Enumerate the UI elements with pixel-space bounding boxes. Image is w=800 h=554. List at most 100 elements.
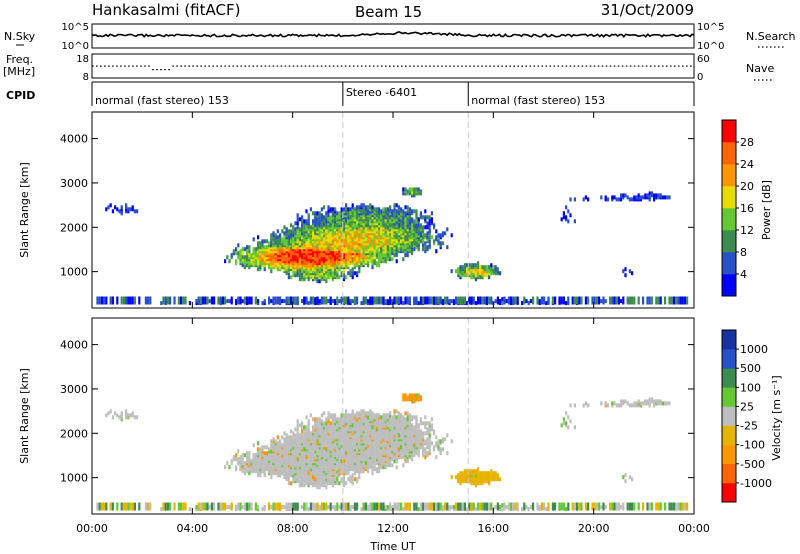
power-cell [349, 207, 352, 212]
power-cell [600, 195, 603, 200]
freq-point [645, 65, 648, 67]
power-colorbar-cell [722, 252, 736, 275]
freq-point [100, 65, 102, 67]
power-cell [604, 299, 607, 304]
freq-tick-bottom: 8 [83, 72, 89, 83]
power-cell [347, 271, 350, 276]
power-cell [452, 299, 455, 304]
power-cell [248, 265, 251, 270]
power-cell [397, 205, 400, 210]
power-cell [120, 205, 123, 210]
freq-point [116, 65, 118, 67]
velocity-cell [411, 393, 414, 398]
freq-point [441, 65, 443, 67]
power-cell [424, 215, 427, 220]
power-cell [382, 207, 385, 212]
velocity-cell [246, 469, 249, 474]
power-cell [329, 296, 332, 305]
velocity-cell [408, 502, 411, 511]
velocity-cell [296, 435, 299, 440]
velocity-cell [303, 502, 306, 511]
power-cell [406, 209, 409, 214]
power-cell [389, 253, 392, 258]
freq-point [232, 65, 235, 67]
velocity-cell [298, 479, 301, 484]
power-cell [468, 296, 471, 305]
power-cell [562, 215, 565, 220]
power-cell [351, 203, 354, 208]
power-cell [129, 296, 132, 305]
power-cell [296, 233, 299, 238]
freq-point [180, 65, 182, 67]
velocity-cell [307, 507, 310, 512]
nave-tick-bottom: 0 [697, 72, 703, 83]
velocity-cell [133, 415, 136, 420]
power-cell [265, 253, 268, 258]
velocity-cell [404, 417, 407, 422]
power-cell [257, 241, 260, 246]
power-cell [620, 197, 623, 202]
power-cell [118, 209, 121, 214]
power-cell [639, 195, 642, 200]
velocity-cell [413, 453, 416, 458]
freq-point [413, 65, 415, 67]
power-cell [397, 296, 400, 305]
velocity-cell [314, 503, 317, 508]
velocity-cell [276, 435, 279, 440]
power-cell [490, 296, 493, 305]
velocity-cell [316, 427, 319, 432]
power-cell [560, 296, 563, 305]
power-cell [305, 253, 308, 258]
power-colorbar-cell [722, 186, 736, 209]
y-tick-label: 1000 [60, 266, 88, 279]
date-title: 31/Oct/2009 [601, 1, 694, 19]
power-cell [439, 233, 442, 238]
freq-point [389, 65, 391, 67]
power-cell [433, 296, 436, 305]
power-cell [318, 279, 321, 284]
freq-point [577, 65, 580, 67]
velocity-cell [340, 413, 343, 418]
power-cell [257, 299, 260, 304]
power-cell [316, 279, 319, 284]
power-cell [246, 296, 249, 305]
freq-point [368, 65, 371, 67]
power-cell [437, 239, 440, 244]
power-cell [516, 296, 519, 305]
y-tick-label: 2000 [60, 221, 88, 234]
freq-point [264, 65, 267, 67]
power-cell [466, 263, 469, 268]
power-cell [576, 296, 579, 305]
power-cell [595, 296, 598, 305]
power-cell [628, 197, 631, 202]
power-cell [580, 296, 583, 305]
power-cell [268, 296, 271, 305]
power-cell [402, 209, 405, 214]
power-cell [180, 296, 183, 305]
power-cell [477, 265, 480, 270]
velocity-cell [305, 425, 308, 430]
velocity-cell [406, 395, 409, 400]
power-cell [659, 296, 662, 305]
power-cell [120, 296, 123, 305]
power-cell [505, 299, 508, 304]
power-cell [283, 237, 286, 242]
power-cell [446, 245, 449, 250]
velocity-cell [364, 411, 367, 416]
power-cell [499, 271, 502, 276]
freq-point [677, 65, 680, 67]
velocity-cell [202, 502, 205, 511]
power-cell [309, 207, 312, 212]
freq-point [272, 65, 275, 67]
velocity-cell [243, 453, 246, 458]
velocity-cell [232, 455, 235, 460]
velocity-cell [305, 415, 308, 420]
power-cell [668, 296, 671, 305]
freq-point [112, 65, 114, 67]
power-cell [406, 189, 409, 194]
power-cell [402, 301, 405, 306]
power-cell [340, 296, 343, 305]
power-cell [426, 231, 429, 236]
power-cell [631, 197, 634, 202]
power-cell [237, 243, 240, 248]
